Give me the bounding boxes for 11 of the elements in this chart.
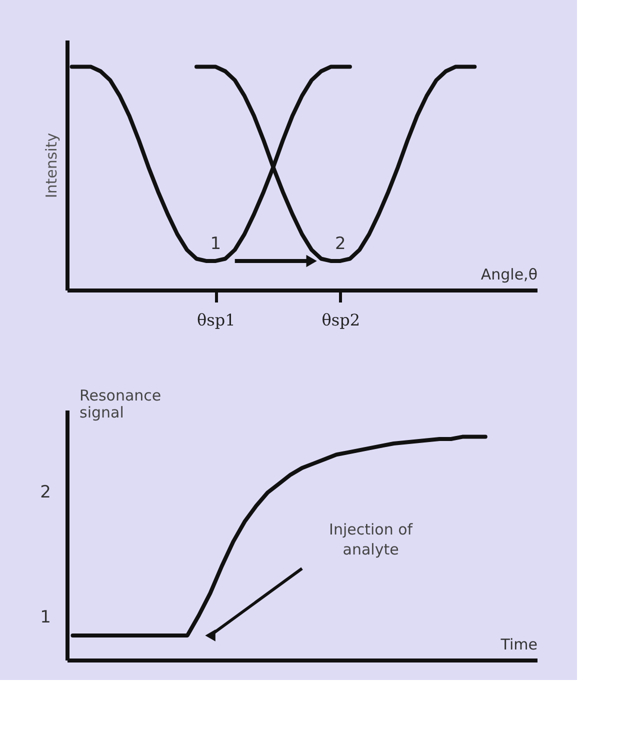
y-axis-title: Resonance signal	[80, 386, 162, 422]
y-axis-title: Intensity	[42, 132, 60, 198]
x-tick-label: θsp1	[197, 310, 236, 330]
annotation: 2	[334, 234, 346, 254]
text: 1	[40, 608, 51, 628]
annotation: Injection of analyte	[329, 520, 414, 558]
text: 2	[40, 482, 51, 502]
x-axis-title: Angle,θ	[480, 266, 538, 284]
x-tick-label: θsp2	[322, 310, 360, 330]
x-axis-title: Time	[500, 636, 538, 654]
annotation: 1	[210, 234, 222, 254]
